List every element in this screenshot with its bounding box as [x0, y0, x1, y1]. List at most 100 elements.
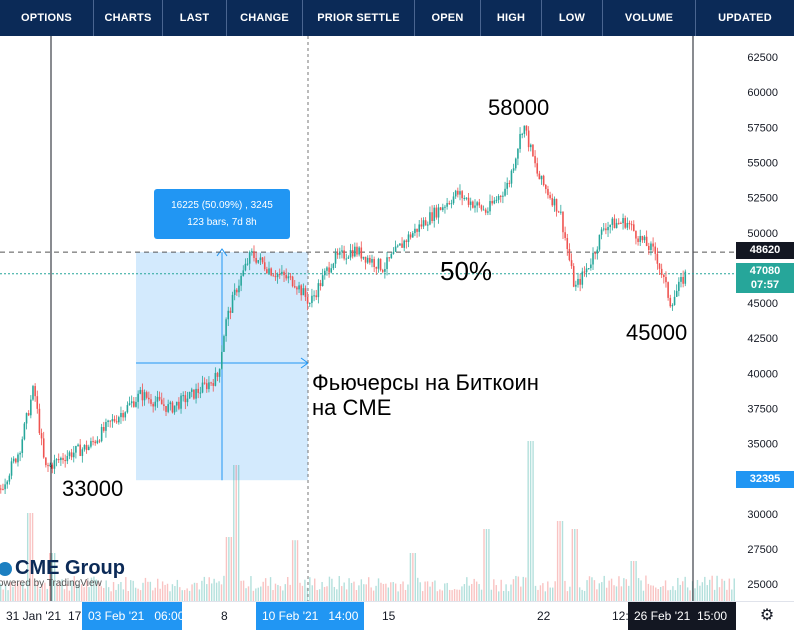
volume-bar — [510, 584, 512, 601]
candle-body — [36, 396, 39, 409]
candle-body — [476, 202, 478, 206]
candle-body — [442, 207, 444, 210]
candle-body — [102, 427, 105, 431]
volume-bar — [245, 588, 247, 601]
tab-volume[interactable]: VOLUME — [603, 0, 696, 36]
candle-body — [570, 260, 573, 267]
candle-body — [542, 175, 545, 185]
volume-bar — [93, 576, 95, 601]
volume-bar — [434, 580, 436, 601]
candle-body — [246, 263, 249, 265]
tab-low[interactable]: LOW — [542, 0, 603, 36]
candle-body — [611, 218, 614, 225]
volume-bar — [387, 587, 390, 601]
volume-bar — [262, 581, 264, 601]
volume-bar — [372, 590, 375, 601]
volume-bar — [615, 586, 618, 601]
price-chart[interactable]: 2500027500300003250035000375004000042500… — [0, 36, 794, 601]
candle-body — [135, 401, 137, 407]
candle-body — [278, 273, 281, 275]
candle-body — [594, 252, 596, 254]
gear-icon[interactable]: ⚙ — [759, 607, 775, 624]
volume-bar — [485, 529, 488, 601]
volume-bar — [630, 561, 632, 601]
volume-bar — [610, 578, 613, 601]
candle-body — [257, 260, 260, 263]
candle-body — [115, 421, 118, 423]
candle-body — [184, 395, 187, 403]
candle-body — [617, 222, 620, 224]
volume-bar — [517, 576, 520, 601]
time-label: 31 Jan '21 — [6, 609, 62, 623]
volume-bar — [716, 575, 718, 601]
volume-bar — [31, 513, 34, 601]
candle-body — [225, 319, 227, 337]
tab-high[interactable]: HIGH — [481, 0, 542, 36]
candle-body — [562, 211, 564, 233]
candle-body — [472, 201, 474, 208]
candle-body — [163, 404, 165, 406]
volume-bar — [453, 589, 456, 601]
volume-bar — [237, 465, 240, 601]
candle-body — [384, 268, 386, 272]
candle-body — [2, 488, 4, 490]
candle-body — [100, 427, 103, 442]
candle-body — [289, 276, 292, 278]
volume-bar — [215, 582, 218, 601]
candle-body — [409, 234, 412, 238]
y-tick-label: 57500 — [747, 122, 778, 134]
tab-last[interactable]: LAST — [163, 0, 227, 36]
time-label: 8 — [221, 609, 228, 623]
volume-bar — [144, 577, 147, 601]
volume-bar — [593, 580, 596, 601]
volume-bar — [201, 580, 203, 601]
candle-body — [330, 268, 333, 273]
volume-bar — [279, 586, 282, 601]
volume-bar — [44, 582, 46, 601]
volume-bar — [463, 584, 466, 601]
tab-options[interactable]: OPTIONS — [0, 0, 94, 36]
volume-bar — [169, 591, 171, 601]
candle-body — [388, 257, 390, 259]
candle-body — [233, 289, 236, 295]
volume-bar — [605, 587, 608, 601]
candle-body — [497, 195, 500, 200]
volume-bar — [355, 590, 358, 601]
y-tick-label: 40000 — [747, 368, 778, 380]
volume-bar — [444, 583, 446, 601]
candle-body — [431, 212, 433, 221]
candle-body — [154, 401, 157, 407]
tab-open[interactable]: OPEN — [415, 0, 481, 36]
volume-bar — [578, 587, 581, 601]
candle-body — [190, 389, 193, 392]
volume-bar — [203, 576, 206, 601]
volume-bar — [380, 582, 382, 601]
candle-body — [229, 310, 232, 313]
range-end-time: 14:00 — [328, 609, 359, 623]
volume-bar — [728, 578, 731, 601]
volume-bar — [166, 583, 169, 601]
candle-body — [27, 413, 30, 416]
tab-charts[interactable]: CHARTS — [94, 0, 163, 36]
candle-body — [240, 275, 242, 286]
volume-bar — [655, 587, 657, 601]
volume-bar — [601, 582, 603, 601]
caption: Фьючерсы на Биткоин на CME — [312, 370, 539, 420]
volume-bar — [556, 521, 559, 601]
volume-bar — [409, 553, 412, 601]
tab-change[interactable]: CHANGE — [227, 0, 303, 36]
volume-bar — [304, 579, 306, 601]
volume-bar — [448, 589, 451, 601]
volume-bar — [350, 582, 353, 601]
volume-bar — [424, 581, 426, 601]
volume-bar — [446, 582, 448, 601]
candle-body — [620, 223, 622, 225]
candle-body — [510, 170, 513, 184]
tab-updated[interactable]: UPDATED — [718, 12, 772, 24]
candle-body — [457, 190, 459, 195]
volume-bar — [95, 579, 98, 601]
tab-prior-settle[interactable]: PRIOR SETTLE — [303, 0, 415, 36]
candle-body — [205, 383, 208, 390]
volume-bar — [404, 589, 407, 601]
candle-body — [4, 484, 6, 490]
